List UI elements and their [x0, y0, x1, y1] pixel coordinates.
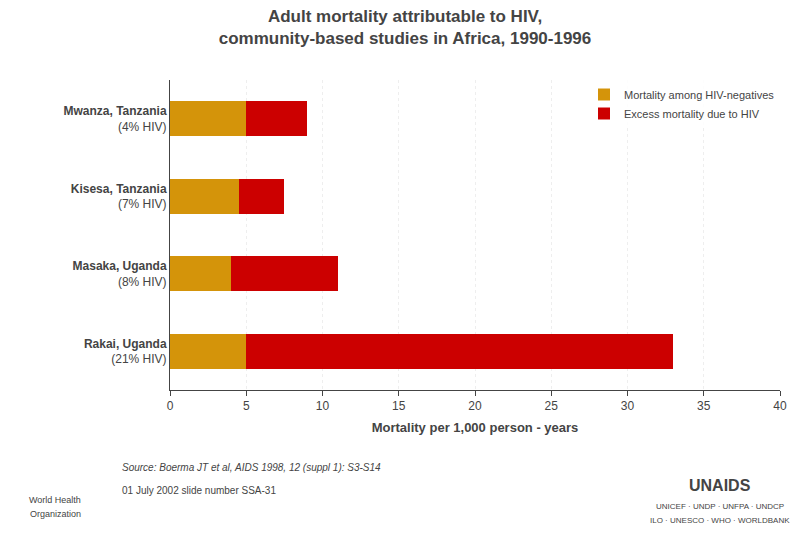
svg-text:0: 0: [167, 399, 174, 413]
svg-text:15: 15: [392, 399, 406, 413]
svg-text:01 July 2002 slide number SSA-: 01 July 2002 slide number SSA-31: [122, 485, 276, 496]
svg-text:Kisesa, Tanzania(7% HIV): Kisesa, Tanzania(7% HIV): [71, 182, 167, 212]
svg-text:25: 25: [545, 399, 559, 413]
svg-text:Mwanza, Tanzania(4% HIV): Mwanza, Tanzania(4% HIV): [63, 104, 166, 134]
svg-text:Masaka, Uganda(8% HIV): Masaka, Uganda(8% HIV): [73, 259, 167, 289]
svg-text:Rakai, Uganda(21% HIV): Rakai, Uganda(21% HIV): [84, 337, 167, 367]
svg-text:40: 40: [773, 399, 787, 413]
svg-text:Source: Boerma JT et al, AIDS: Source: Boerma JT et al, AIDS 1998, 12 (…: [122, 462, 381, 473]
svg-text:20: 20: [468, 399, 482, 413]
svg-text:Mortality among HIV-negatives: Mortality among HIV-negatives: [624, 89, 774, 101]
svg-text:UNICEF · UNDP · UNFPA · UNDCP: UNICEF · UNDP · UNFPA · UNDCP: [656, 502, 784, 511]
svg-text:10: 10: [316, 399, 330, 413]
svg-text:Organization: Organization: [30, 509, 81, 519]
svg-text:5: 5: [243, 399, 250, 413]
svg-text:30: 30: [621, 399, 635, 413]
svg-text:Mortality per 1,000 person - y: Mortality per 1,000 person - years: [372, 420, 579, 435]
svg-text:UNAIDS: UNAIDS: [689, 477, 751, 494]
svg-text:World Health: World Health: [29, 495, 81, 505]
svg-text:Adult mortality attributable t: Adult mortality attributable to HIV,comm…: [219, 7, 592, 48]
svg-text:ILO · UNESCO · WHO · WORLDBANK: ILO · UNESCO · WHO · WORLDBANK: [650, 516, 790, 525]
svg-text:Excess mortality due to HIV: Excess mortality due to HIV: [624, 108, 760, 120]
svg-text:35: 35: [697, 399, 711, 413]
